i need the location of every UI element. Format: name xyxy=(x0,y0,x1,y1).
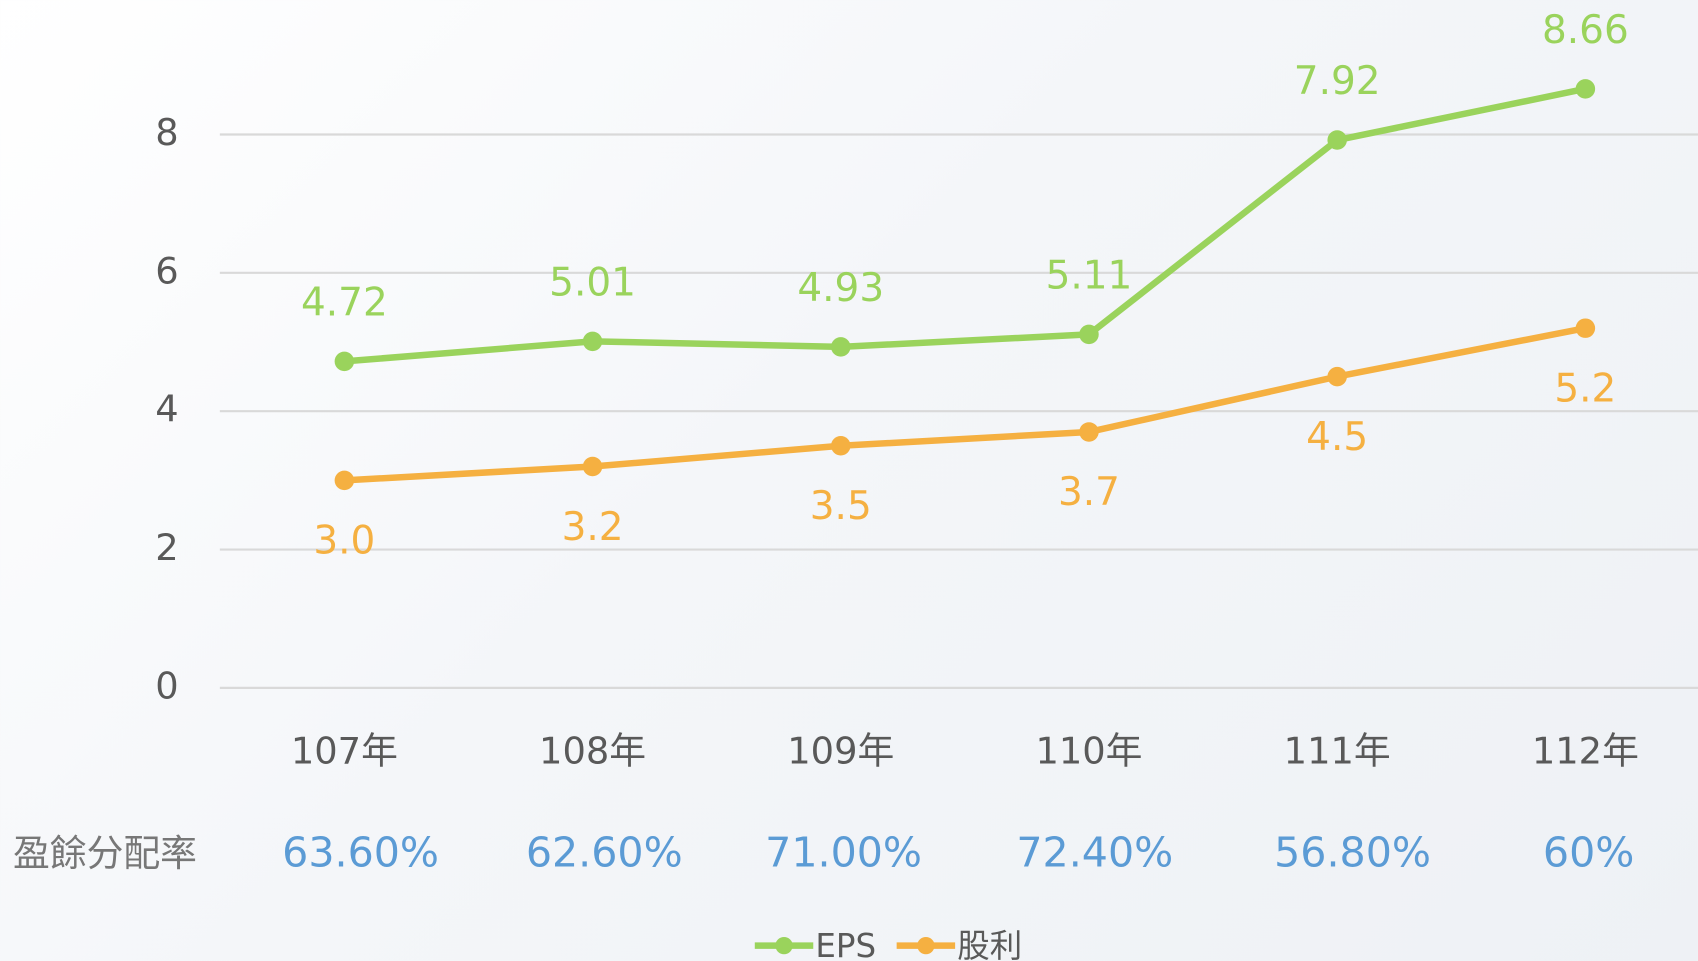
data-label: 7.92 xyxy=(1294,59,1381,104)
legend-marker xyxy=(775,936,793,955)
point xyxy=(1327,366,1347,387)
payout-value: 60% xyxy=(1543,829,1634,877)
legend-label: 股利 xyxy=(957,927,1022,961)
legend-marker xyxy=(917,936,935,955)
x-tick-label: 109年 xyxy=(787,729,894,772)
legend-label: EPS xyxy=(815,927,876,961)
x-tick-label: 108年 xyxy=(539,729,646,772)
payout-value: 62.60% xyxy=(526,829,683,877)
point xyxy=(1575,79,1596,99)
y-tick-label: 4 xyxy=(155,388,178,431)
point xyxy=(1079,422,1099,442)
data-label: 3.7 xyxy=(1058,470,1120,515)
y-tick-label: 8 xyxy=(155,111,178,154)
point xyxy=(582,456,603,477)
y-tick-label: 2 xyxy=(155,526,178,569)
data-label: 3.2 xyxy=(562,505,624,550)
payout-value: 72.40% xyxy=(1016,829,1173,877)
x-tick-label: 111年 xyxy=(1284,729,1391,772)
data-label: 4.5 xyxy=(1306,415,1368,460)
series-line xyxy=(344,325,1586,484)
point xyxy=(1327,130,1347,150)
point xyxy=(1575,318,1596,338)
data-label: 3.0 xyxy=(313,519,375,564)
data-label: 8.66 xyxy=(1542,8,1629,53)
y-tick-label: 6 xyxy=(155,249,178,292)
point xyxy=(582,331,603,352)
series-line xyxy=(344,85,1587,365)
payout-value: 63.60% xyxy=(282,829,439,877)
data-label: 5.2 xyxy=(1554,366,1616,411)
data-label: 4.93 xyxy=(797,266,884,311)
data-label: 5.01 xyxy=(549,261,636,306)
data-label: 4.72 xyxy=(301,281,388,326)
point xyxy=(334,351,355,372)
data-label: 3.5 xyxy=(810,484,872,529)
point xyxy=(1079,324,1099,345)
payout-value: 71.00% xyxy=(765,829,922,877)
x-tick-label: 112年 xyxy=(1532,729,1639,772)
y-tick-label: 0 xyxy=(155,664,178,707)
data-label: 5.11 xyxy=(1046,254,1133,299)
x-tick-label: 110年 xyxy=(1035,729,1142,772)
point xyxy=(831,436,851,456)
point xyxy=(334,470,355,491)
payout-value: 56.80% xyxy=(1274,829,1431,877)
payout-label: 盈餘分配率 xyxy=(13,832,197,875)
point xyxy=(831,337,851,357)
x-tick-label: 107年 xyxy=(291,729,398,772)
